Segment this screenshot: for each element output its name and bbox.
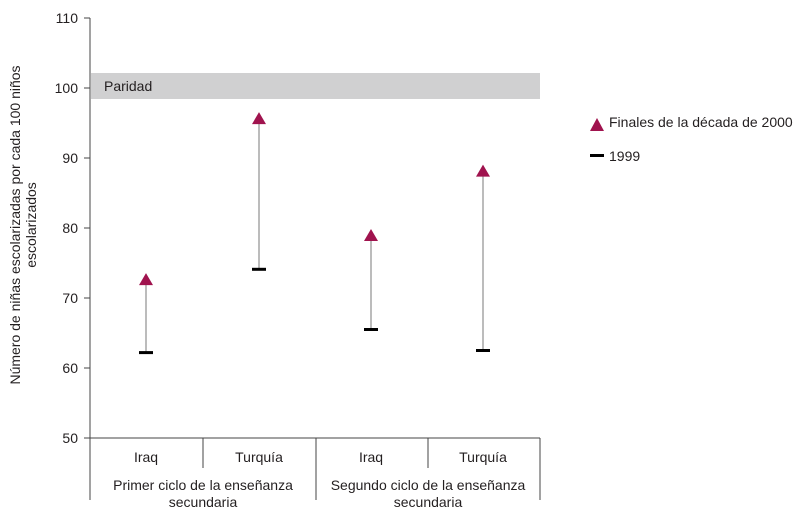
- group-label-line: Segundo ciclo de la enseñanza: [331, 477, 526, 493]
- marker-late-2000s: [476, 164, 490, 177]
- y-axis-label: Número de niñas escolarizadas por cada 1…: [7, 65, 39, 384]
- group-label-line: Primer ciclo de la enseñanza: [113, 477, 293, 493]
- group-label-line: secundaria: [394, 494, 463, 510]
- legend-label: 1999: [609, 148, 640, 164]
- y-axis-label-line-2: escolarizados: [23, 182, 39, 268]
- marker-1999: [252, 267, 266, 271]
- marker-1999: [364, 328, 378, 331]
- marker-1999: [476, 349, 490, 352]
- parity-band: [91, 73, 540, 99]
- y-tick-label: 70: [62, 290, 78, 306]
- marker-1999: [139, 351, 153, 355]
- marker-late-2000s: [139, 273, 153, 286]
- y-tick-label: 100: [55, 80, 79, 96]
- y-tick-label: 110: [56, 10, 79, 26]
- legend-label: Finales de la década de 2000: [609, 114, 793, 130]
- legend: Finales de la década de 2000 1999: [590, 114, 793, 164]
- y-tick-label: 80: [62, 220, 78, 236]
- y-axis-label-line-1: Número de niñas escolarizadas por cada 1…: [7, 65, 23, 384]
- legend-triangle-icon: [590, 118, 604, 131]
- x-categories: Iraq Turquía Iraq Turquía Primer ciclo d…: [89, 438, 541, 510]
- legend-dash-icon: [590, 154, 604, 157]
- y-tick-label: 90: [62, 150, 78, 166]
- marker-late-2000s: [252, 112, 266, 125]
- y-tick-label: 60: [62, 360, 78, 376]
- group-label-line: secundaria: [169, 494, 238, 510]
- category-label: Turquía: [459, 449, 507, 465]
- parity-band-group: Paridad: [91, 73, 540, 99]
- y-ticks: 50 60 70 80 90 100 110: [55, 10, 90, 446]
- category-label: Iraq: [359, 449, 383, 465]
- y-tick-label: 50: [62, 430, 78, 446]
- category-label: Iraq: [134, 449, 158, 465]
- category-label: Turquía: [235, 449, 283, 465]
- parity-label: Paridad: [104, 78, 152, 94]
- chart-marks: [139, 112, 490, 355]
- marker-late-2000s: [364, 229, 378, 241]
